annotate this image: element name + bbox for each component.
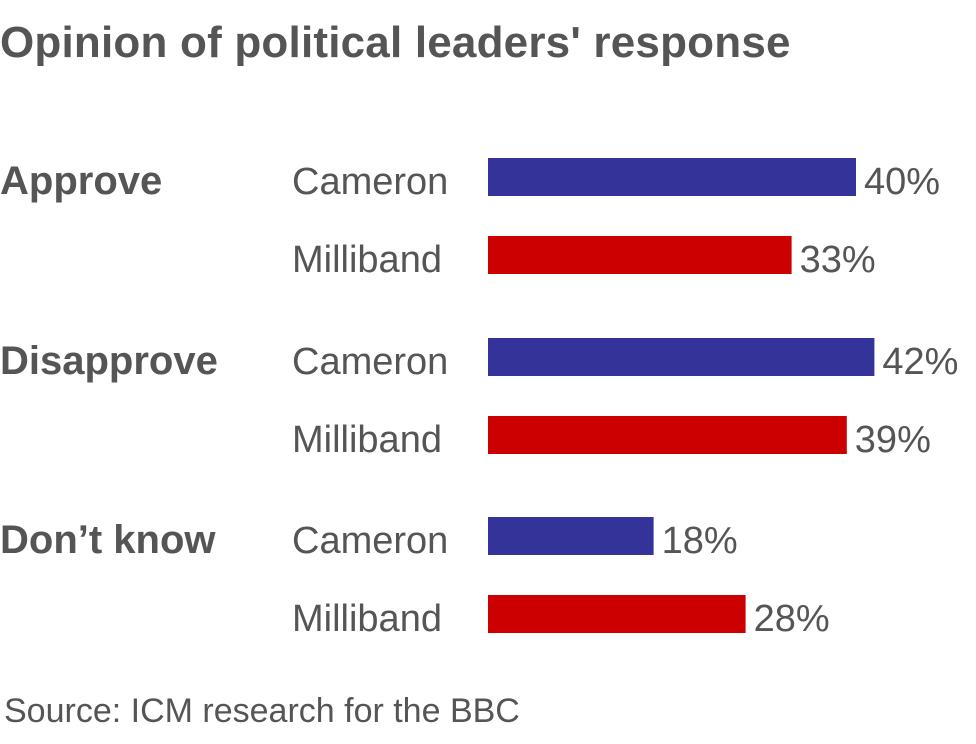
bar-milliband-approve [488,236,792,274]
data-label: 42% [882,341,958,383]
bar-cameron-don-t-know [488,517,654,555]
bar-cameron-approve [488,158,856,196]
group-approve: Approve Cameron 40% Milliband 33% [0,158,940,281]
series-label-cameron: Cameron [292,161,448,203]
category-label: Don’t know [0,518,216,562]
bar-milliband-don-t-know [488,595,746,633]
series-label-cameron: Cameron [292,341,448,383]
data-label: 28% [754,598,830,640]
data-label: 39% [855,419,931,461]
group-don-t-know: Don’t know Cameron 18% Milliband 28% [0,517,830,640]
group-disapprove: Disapprove Cameron 42% Milliband 39% [0,338,958,461]
bar-cameron-disapprove [488,338,875,376]
data-label: 33% [800,239,876,281]
category-label: Disapprove [0,339,218,383]
bar-chart: Approve Cameron 40% Milliband 33% Disapprove C… [0,158,958,640]
chart-title: Opinion of political leaders' response [0,18,791,67]
source-note: Source: ICM research for the BBC [4,692,520,730]
bar-milliband-disapprove [488,416,847,454]
series-label-milliband: Milliband [292,598,442,640]
data-label: 40% [864,161,940,203]
category-label: Approve [0,159,162,203]
series-label-milliband: Milliband [292,239,442,281]
data-label: 18% [662,520,738,562]
series-label-cameron: Cameron [292,520,448,562]
series-label-milliband: Milliband [292,419,442,461]
